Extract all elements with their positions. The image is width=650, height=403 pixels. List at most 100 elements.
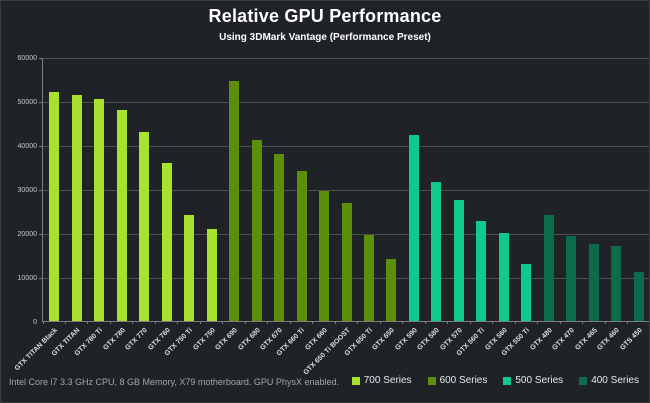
chart-bar xyxy=(94,98,105,321)
legend-swatch xyxy=(427,376,436,385)
x-axis-tick xyxy=(132,321,134,324)
x-axis-label: GTX 750 xyxy=(191,327,217,352)
x-axis-label: GTX 480 xyxy=(529,327,554,352)
x-axis-tick xyxy=(537,321,539,324)
x-axis-tick xyxy=(177,321,179,324)
chart-bar xyxy=(543,215,554,321)
x-axis-tick xyxy=(627,321,629,324)
legend-item: 600 Series xyxy=(427,375,488,386)
legend-item: 500 Series xyxy=(503,375,563,386)
chart-bar xyxy=(521,264,532,321)
plot-area xyxy=(39,57,649,324)
chart-bar xyxy=(566,236,577,321)
chart-bar xyxy=(453,200,464,321)
y-axis-tick-label: 20000 xyxy=(17,230,37,238)
x-axis-tick xyxy=(559,321,561,324)
x-axis-tick xyxy=(267,321,269,324)
legend-swatch xyxy=(503,376,512,385)
gridline xyxy=(43,57,649,59)
legend-label: 600 Series xyxy=(439,375,488,386)
legend-item: 400 Series xyxy=(579,375,639,386)
x-axis-tick xyxy=(334,321,336,324)
legend-item: 700 Series xyxy=(351,375,412,386)
y-axis-tick xyxy=(39,277,43,279)
y-axis-tick xyxy=(39,233,43,235)
chart-title: Relative GPU Performance xyxy=(208,6,442,26)
x-axis-tick xyxy=(222,321,224,324)
x-axis-tick xyxy=(604,321,606,324)
x-axis-label: GTX 470 xyxy=(551,327,577,352)
y-axis-tick xyxy=(39,101,43,103)
x-axis-tick xyxy=(244,321,246,324)
chart-bar xyxy=(386,258,397,321)
x-axis-label: GTX 780 xyxy=(101,327,127,352)
y-axis-tick-label: 60000 xyxy=(17,54,37,62)
chart-bar xyxy=(408,134,419,321)
chart-bar xyxy=(296,170,307,321)
legend-label: 700 Series xyxy=(363,375,412,386)
chart-bar xyxy=(206,229,217,321)
chart-subtitle: Using 3DMark Vantage (Performance Preset… xyxy=(219,32,431,43)
x-axis-tick xyxy=(469,321,471,324)
legend-label: 400 Series xyxy=(591,375,639,386)
chart-bar xyxy=(274,153,285,321)
x-axis-tick xyxy=(109,321,111,324)
x-axis-tick xyxy=(154,321,156,324)
x-axis-tick xyxy=(199,321,201,324)
x-axis-tick xyxy=(424,321,426,324)
y-axis-tick-label: 40000 xyxy=(17,142,37,150)
x-axis-tick xyxy=(357,321,359,324)
gridline xyxy=(43,189,649,191)
x-axis-tick xyxy=(64,321,66,324)
legend: 700 Series 600 Series 500 Series 400 Series xyxy=(351,375,639,386)
chart-bar xyxy=(251,140,262,321)
x-axis-tick xyxy=(312,321,314,324)
chart-bar xyxy=(633,272,644,321)
gridline xyxy=(43,145,649,147)
x-axis-tick xyxy=(289,321,291,324)
chart-bar xyxy=(161,162,172,321)
x-axis-tick xyxy=(447,321,449,324)
x-axis-label: GTX 690 xyxy=(214,327,240,352)
chart-bar xyxy=(588,244,599,321)
y-axis-tick-label: 30000 xyxy=(17,186,37,194)
chart-bar xyxy=(184,214,195,321)
chart-bar xyxy=(431,182,442,321)
y-axis-tick-label: 0 xyxy=(33,318,37,326)
x-axis-tick xyxy=(492,321,494,324)
x-axis-tick xyxy=(42,321,44,324)
y-axis-tick xyxy=(39,189,43,191)
legend-label: 500 Series xyxy=(515,375,564,386)
x-axis-label: GTX 580 xyxy=(416,327,442,352)
chart-bar xyxy=(139,131,150,321)
y-axis-tick xyxy=(39,57,43,59)
chart-bar xyxy=(611,246,622,321)
chart-bar xyxy=(49,92,60,321)
x-axis-label: GTX 650 xyxy=(371,327,397,352)
x-axis-labels: GTX TITAN Black GTX TITAN GTX 780 Ti GTX 78… xyxy=(14,324,648,376)
x-axis-tick xyxy=(582,321,584,324)
x-axis-label: GTS 450 xyxy=(618,327,644,352)
x-axis-tick xyxy=(514,321,516,324)
chart-bar xyxy=(341,203,352,321)
gridline xyxy=(43,101,649,103)
legend-swatch xyxy=(579,376,588,385)
chart-bar xyxy=(229,81,240,321)
chart-bar xyxy=(363,234,374,321)
chart-bar xyxy=(71,95,82,321)
chart-bar xyxy=(476,220,487,321)
x-axis-label: GTX 465 xyxy=(573,327,599,352)
chart-bar xyxy=(498,232,509,321)
x-axis-tick xyxy=(402,321,404,324)
y-axis-tick-label: 10000 xyxy=(17,274,37,282)
footer-note: Intel Core i7 3.3 GHz CPU, 8 GB Memory, … xyxy=(9,377,339,387)
y-axis-tick-label: 50000 xyxy=(17,98,37,106)
x-axis-label: GTX 770 xyxy=(124,327,150,352)
y-axis-tick xyxy=(39,145,43,147)
x-axis-tick xyxy=(87,321,89,324)
x-axis-label: GTX 680 xyxy=(236,327,262,352)
chart-bar xyxy=(319,190,330,321)
x-axis-tick xyxy=(379,321,381,324)
x-axis-label: GTX 460 xyxy=(596,327,622,352)
